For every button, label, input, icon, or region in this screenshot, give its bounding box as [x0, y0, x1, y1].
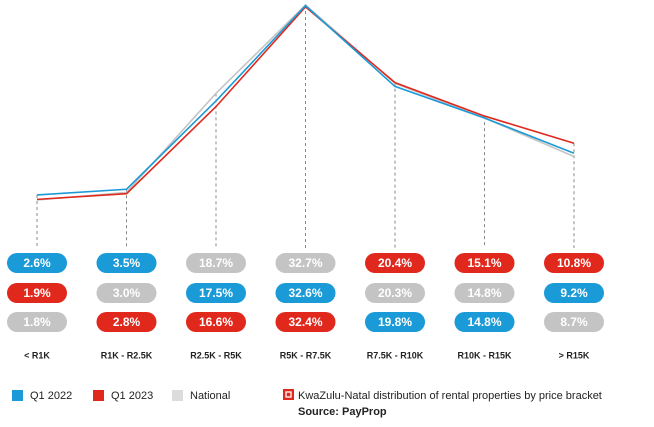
value-label: 20.3%	[378, 286, 412, 300]
value-label: 1.9%	[23, 286, 51, 300]
value-pill	[454, 312, 515, 332]
legend-label: Q1 2023	[111, 390, 153, 402]
legend-swatch	[93, 390, 104, 401]
value-label: 10.8%	[557, 256, 591, 270]
value-pill	[275, 312, 336, 332]
value-label: 14.8%	[467, 286, 501, 300]
legend-swatch	[12, 390, 23, 401]
value-label: 2.8%	[113, 315, 141, 329]
value-label: 3.0%	[113, 286, 141, 300]
value-label: 2.6%	[23, 256, 51, 270]
x-tick-label: R1K - R2.5K	[101, 350, 153, 360]
value-label: 19.8%	[378, 315, 412, 329]
x-tick-label: R7.5K - R10K	[367, 350, 424, 360]
value-pill	[275, 253, 336, 273]
caption-icon	[283, 389, 294, 400]
x-tick-label: > R15K	[559, 350, 590, 360]
x-tick-label: R10K - R15K	[457, 350, 512, 360]
value-pill	[96, 283, 157, 303]
value-pill	[7, 312, 67, 332]
value-label: 32.6%	[288, 286, 322, 300]
series-line	[36, 5, 575, 201]
value-label: 8.7%	[560, 315, 588, 329]
value-pill	[544, 283, 604, 303]
value-pill	[7, 253, 67, 273]
value-label: 3.5%	[113, 256, 141, 270]
legend-label: Q1 2022	[30, 390, 72, 402]
value-label: 32.4%	[288, 315, 322, 329]
value-pill	[186, 283, 246, 303]
value-label: 15.1%	[467, 256, 501, 270]
value-pill	[275, 283, 336, 303]
caption: KwaZulu-Natal distribution of rental pro…	[298, 390, 602, 402]
value-pill	[7, 283, 67, 303]
value-pill	[454, 283, 515, 303]
series-line	[36, 4, 575, 196]
value-pill	[96, 253, 157, 273]
x-tick-label: < R1K	[24, 350, 50, 360]
legend-swatch	[172, 390, 183, 401]
value-pill	[544, 312, 604, 332]
value-pill	[454, 253, 515, 273]
value-label: 32.7%	[288, 256, 322, 270]
x-tick-label: R5K - R7.5K	[280, 350, 332, 360]
value-label: 20.4%	[378, 256, 412, 270]
value-pill	[186, 312, 246, 332]
value-pill	[365, 253, 425, 273]
value-label: 18.7%	[199, 256, 233, 270]
value-label: 14.8%	[467, 315, 501, 329]
x-tick-label: R2.5K - R5K	[190, 350, 242, 360]
legend-label: National	[190, 390, 230, 402]
value-pill	[544, 253, 604, 273]
value-label: 17.5%	[199, 286, 233, 300]
source: Source: PayProp	[298, 406, 387, 418]
value-pill	[96, 312, 157, 332]
value-label: 9.2%	[560, 286, 588, 300]
value-pill	[186, 253, 246, 273]
value-pill	[365, 283, 425, 303]
value-label: 16.6%	[199, 315, 233, 329]
value-pill	[365, 312, 425, 332]
value-label: 1.8%	[23, 315, 51, 329]
